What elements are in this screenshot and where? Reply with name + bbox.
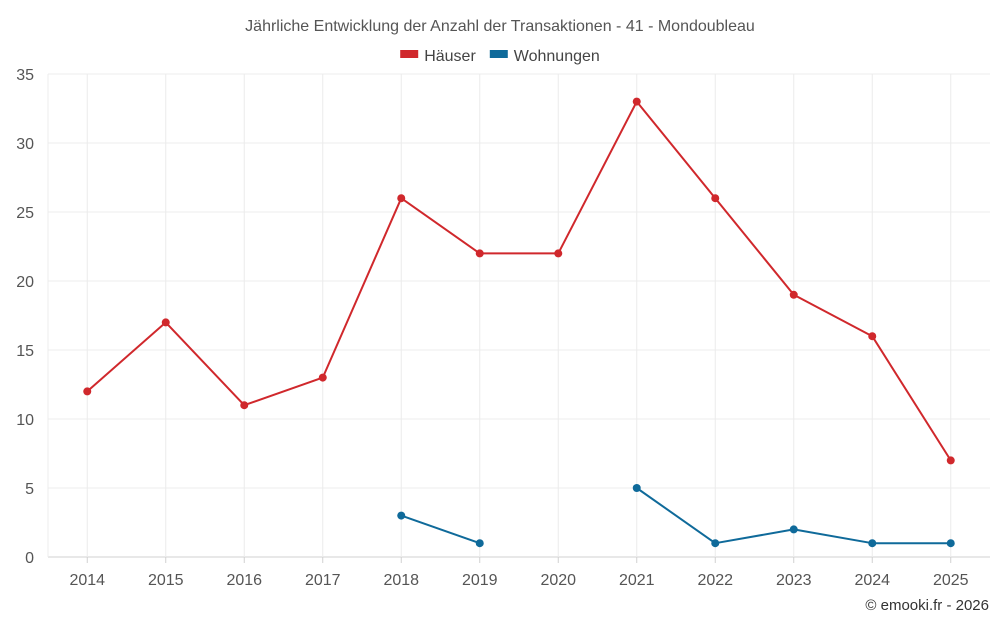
chart-title: Jährliche Entwicklung der Anzahl der Tra… [245, 18, 755, 35]
y-tick-label: 15 [16, 343, 34, 360]
y-axis: 0 5 10 15 20 25 30 35 [16, 67, 34, 567]
data-point[interactable] [789, 525, 798, 534]
y-tick-label: 35 [16, 67, 34, 84]
x-tick-label: 2015 [148, 572, 184, 589]
data-point[interactable] [632, 484, 641, 492]
legend-swatch [489, 50, 508, 58]
data-point[interactable] [397, 194, 406, 203]
x-tick-label: 2020 [540, 572, 576, 589]
y-tick-label: 0 [25, 550, 34, 567]
data-point[interactable] [868, 539, 877, 548]
data-point[interactable] [240, 401, 249, 410]
series-1 [397, 484, 955, 548]
x-tick-label: 2019 [462, 572, 498, 589]
y-tick-label: 5 [25, 481, 34, 498]
data-point[interactable] [868, 332, 877, 341]
data-point[interactable] [318, 373, 327, 382]
y-tick-label: 10 [16, 412, 34, 429]
data-point[interactable] [711, 194, 720, 203]
data-point[interactable] [475, 249, 484, 258]
data-point[interactable] [632, 97, 641, 106]
x-tick-label: 2017 [305, 572, 341, 589]
data-point[interactable] [83, 387, 92, 396]
data-point[interactable] [554, 249, 563, 258]
data-point[interactable] [946, 456, 955, 465]
data-point[interactable] [397, 511, 406, 520]
y-tick-label: 30 [16, 136, 34, 153]
data-point[interactable] [161, 318, 170, 327]
data-point[interactable] [789, 290, 798, 299]
x-tick-label: 2024 [854, 572, 890, 589]
legend-label[interactable]: Wohnungen [514, 48, 600, 65]
x-tick-label: 2021 [619, 572, 655, 589]
x-axis: 2014 2015 2016 2017 2018 2019 2020 2021 2022 2023… [69, 557, 969, 589]
legend: Häuser Wohnungen [400, 48, 600, 65]
data-point[interactable] [711, 539, 720, 548]
series-line [86, 100, 952, 461]
x-tick-label: 2014 [69, 572, 105, 589]
y-tick-label: 20 [16, 274, 34, 291]
series-layer [83, 97, 955, 548]
grid [47, 73, 990, 558]
series-0 [83, 97, 955, 465]
x-tick-label: 2025 [933, 572, 969, 589]
x-tick-label: 2023 [776, 572, 812, 589]
data-point[interactable] [946, 539, 955, 548]
x-tick-label: 2016 [226, 572, 262, 589]
data-point[interactable] [475, 539, 484, 548]
x-tick-label: 2022 [697, 572, 733, 589]
legend-swatch [400, 50, 419, 58]
y-tick-label: 25 [16, 205, 34, 222]
x-tick-label: 2018 [383, 572, 419, 589]
credit-text: © emooki.fr - 2026 [865, 597, 989, 614]
legend-label[interactable]: Häuser [424, 48, 476, 65]
series-line [400, 514, 481, 545]
